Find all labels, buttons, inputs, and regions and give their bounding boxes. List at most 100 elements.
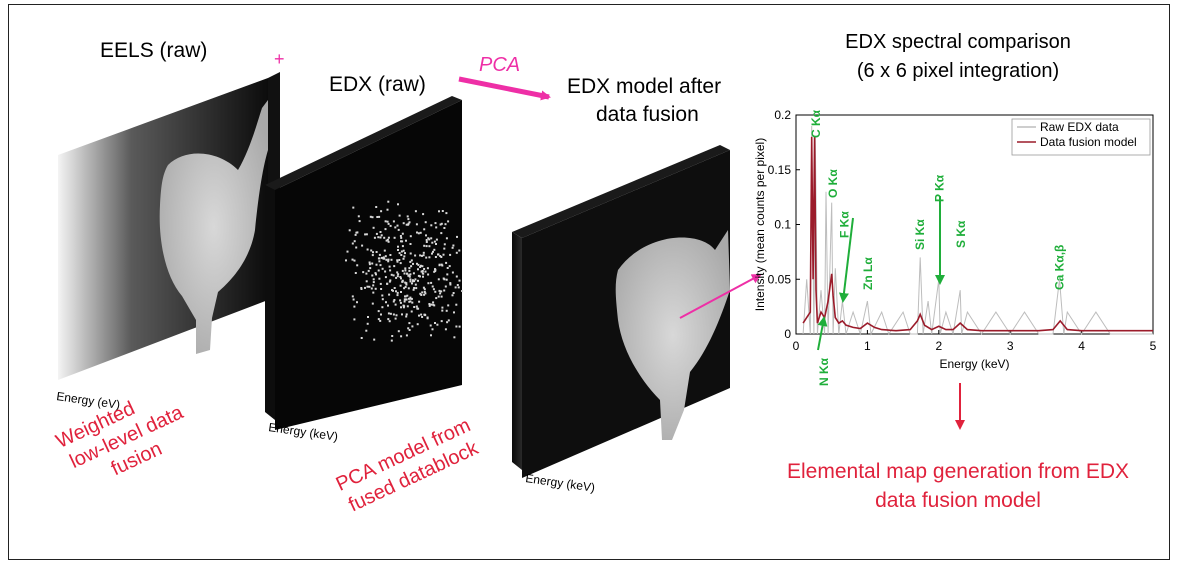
noise-pixel (400, 277, 402, 280)
noise-pixel (403, 272, 406, 275)
noise-pixel (397, 245, 399, 248)
noise-pixel (431, 241, 434, 244)
y-tick-label: 0.15 (768, 163, 792, 177)
noise-pixel (391, 289, 393, 292)
noise-pixel (354, 233, 357, 236)
noise-pixel (426, 316, 429, 319)
noise-pixel (379, 282, 382, 285)
noise-pixel (388, 280, 391, 283)
noise-pixel (398, 214, 401, 217)
noise-pixel (375, 263, 378, 266)
noise-pixel (362, 271, 365, 274)
noise-pixel (444, 285, 447, 288)
noise-pixel (405, 334, 408, 337)
noise-pixel (365, 280, 368, 283)
noise-pixel (412, 272, 415, 275)
noise-pixel (372, 226, 375, 229)
noise-pixel (407, 287, 410, 290)
noise-pixel (377, 269, 380, 272)
noise-pixel (406, 305, 409, 308)
noise-pixel (405, 315, 408, 318)
y-tick-label: 0.1 (774, 218, 791, 232)
noise-pixel (364, 233, 367, 236)
noise-pixel (443, 243, 446, 246)
n-ka-arrow (817, 316, 828, 351)
x-tick-label: 5 (1150, 339, 1157, 353)
noise-pixel (446, 273, 449, 276)
noise-pixel (445, 309, 448, 312)
noise-pixel (415, 305, 418, 308)
noise-pixel (444, 328, 447, 331)
noise-pixel (412, 288, 415, 291)
noise-pixel (435, 243, 437, 245)
noise-pixel (423, 268, 426, 270)
noise-pixel (402, 222, 405, 225)
noise-pixel (372, 251, 374, 254)
noise-pixel (417, 279, 419, 282)
noise-pixel (386, 208, 389, 211)
noise-pixel (393, 265, 396, 268)
noise-pixel (373, 338, 376, 341)
edx-model-image (615, 230, 730, 440)
noise-pixel (387, 222, 390, 225)
noise-pixel (365, 329, 368, 332)
noise-pixel (389, 269, 392, 272)
noise-pixel (396, 294, 399, 297)
noise-pixel (395, 276, 398, 279)
noise-pixel (447, 304, 450, 307)
element-annotation: Si Kα (913, 219, 927, 250)
noise-pixel (428, 238, 431, 241)
noise-pixel (408, 300, 411, 303)
noise-pixel (369, 215, 372, 218)
noise-pixel (433, 248, 436, 251)
noise-pixel (430, 334, 432, 337)
noise-pixel (390, 339, 393, 342)
noise-pixel (428, 303, 431, 305)
noise-pixel (367, 316, 369, 318)
noise-pixel (376, 216, 379, 218)
edx-model-energy-axis: Energy (keV) (525, 471, 596, 495)
noise-pixel (366, 285, 369, 288)
noise-pixel (397, 330, 400, 333)
noise-pixel (440, 290, 443, 293)
noise-pixel (425, 256, 428, 259)
noise-pixel (418, 300, 421, 303)
noise-pixel (416, 231, 418, 234)
noise-pixel (452, 292, 455, 294)
noise-pixel (371, 302, 374, 305)
noise-pixel (441, 210, 444, 212)
noise-pixel (446, 267, 449, 269)
noise-pixel (346, 250, 349, 253)
edx-raw-title: EDX (raw) (329, 73, 426, 96)
noise-pixel (378, 257, 381, 260)
noise-pixel (409, 280, 412, 283)
noise-pixel (375, 251, 378, 253)
noise-pixel (452, 244, 455, 247)
noise-pixel (398, 252, 401, 255)
noise-pixel (351, 242, 354, 245)
noise-pixel (374, 272, 377, 275)
noise-pixel (415, 223, 418, 226)
noise-pixel (372, 291, 375, 294)
noise-pixel (380, 210, 383, 213)
noise-pixel (375, 232, 378, 235)
noise-pixel (355, 231, 358, 234)
noise-pixel (409, 235, 412, 238)
noise-pixel (414, 254, 417, 257)
noise-pixel (435, 297, 438, 300)
noise-pixel (410, 265, 413, 268)
noise-pixel (351, 295, 354, 298)
noise-pixel (401, 245, 404, 248)
noise-pixel (392, 300, 395, 303)
noise-pixel (424, 313, 426, 316)
noise-pixel (445, 278, 448, 281)
noise-pixel (423, 228, 426, 231)
noise-pixel (345, 259, 347, 262)
noise-pixel (379, 264, 382, 267)
noise-pixel (461, 290, 464, 292)
edx-raw-energy-axis: Energy (keV) (268, 420, 339, 444)
noise-pixel (414, 210, 417, 213)
noise-pixel (394, 303, 397, 306)
noise-pixel (429, 324, 432, 327)
noise-pixel (420, 294, 423, 296)
